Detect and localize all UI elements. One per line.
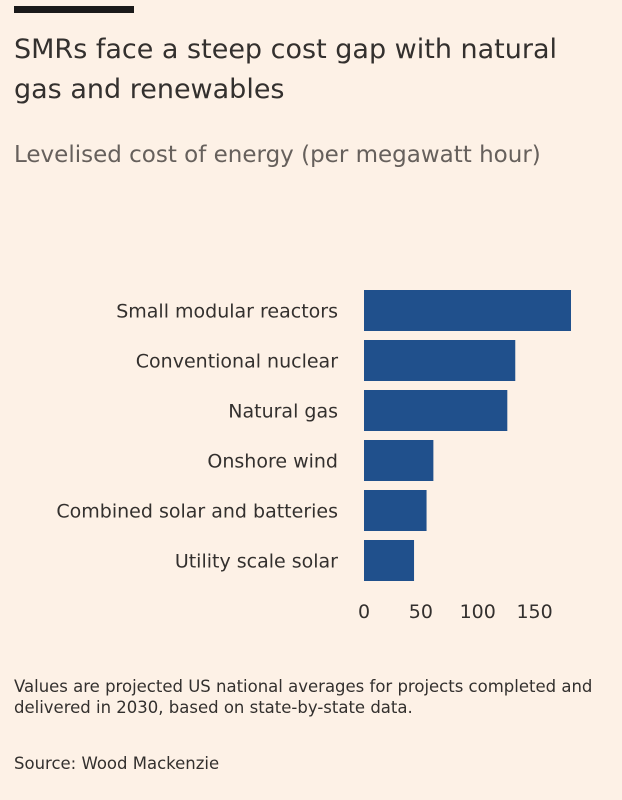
x-tick-label: 150 bbox=[516, 601, 552, 623]
category-label: Conventional nuclear bbox=[136, 351, 338, 373]
chart-source: Source: Wood Mackenzie bbox=[14, 754, 220, 773]
x-tick-label: 0 bbox=[358, 601, 370, 623]
bar-chart: Small modular reactors Conventional nucle… bbox=[56, 290, 571, 623]
x-tick-label: 100 bbox=[460, 601, 496, 623]
top-accent-bar bbox=[14, 6, 134, 13]
category-label: Natural gas bbox=[228, 401, 338, 423]
category-label: Combined solar and batteries bbox=[56, 501, 338, 523]
chart-subtitle: Levelised cost of energy (per megawatt h… bbox=[14, 142, 541, 168]
bar bbox=[364, 490, 427, 531]
bar bbox=[364, 340, 516, 381]
category-label: Small modular reactors bbox=[116, 301, 338, 323]
bar bbox=[364, 390, 508, 431]
bar bbox=[364, 440, 434, 481]
chart-note: Values are projected US national average… bbox=[14, 677, 593, 717]
chart-title: SMRs face a steep cost gap with natural … bbox=[14, 34, 558, 105]
category-label: Onshore wind bbox=[207, 451, 338, 473]
bar bbox=[364, 290, 571, 331]
category-label: Utility scale solar bbox=[175, 551, 338, 573]
bar bbox=[364, 540, 415, 581]
x-tick-label: 50 bbox=[409, 601, 433, 623]
